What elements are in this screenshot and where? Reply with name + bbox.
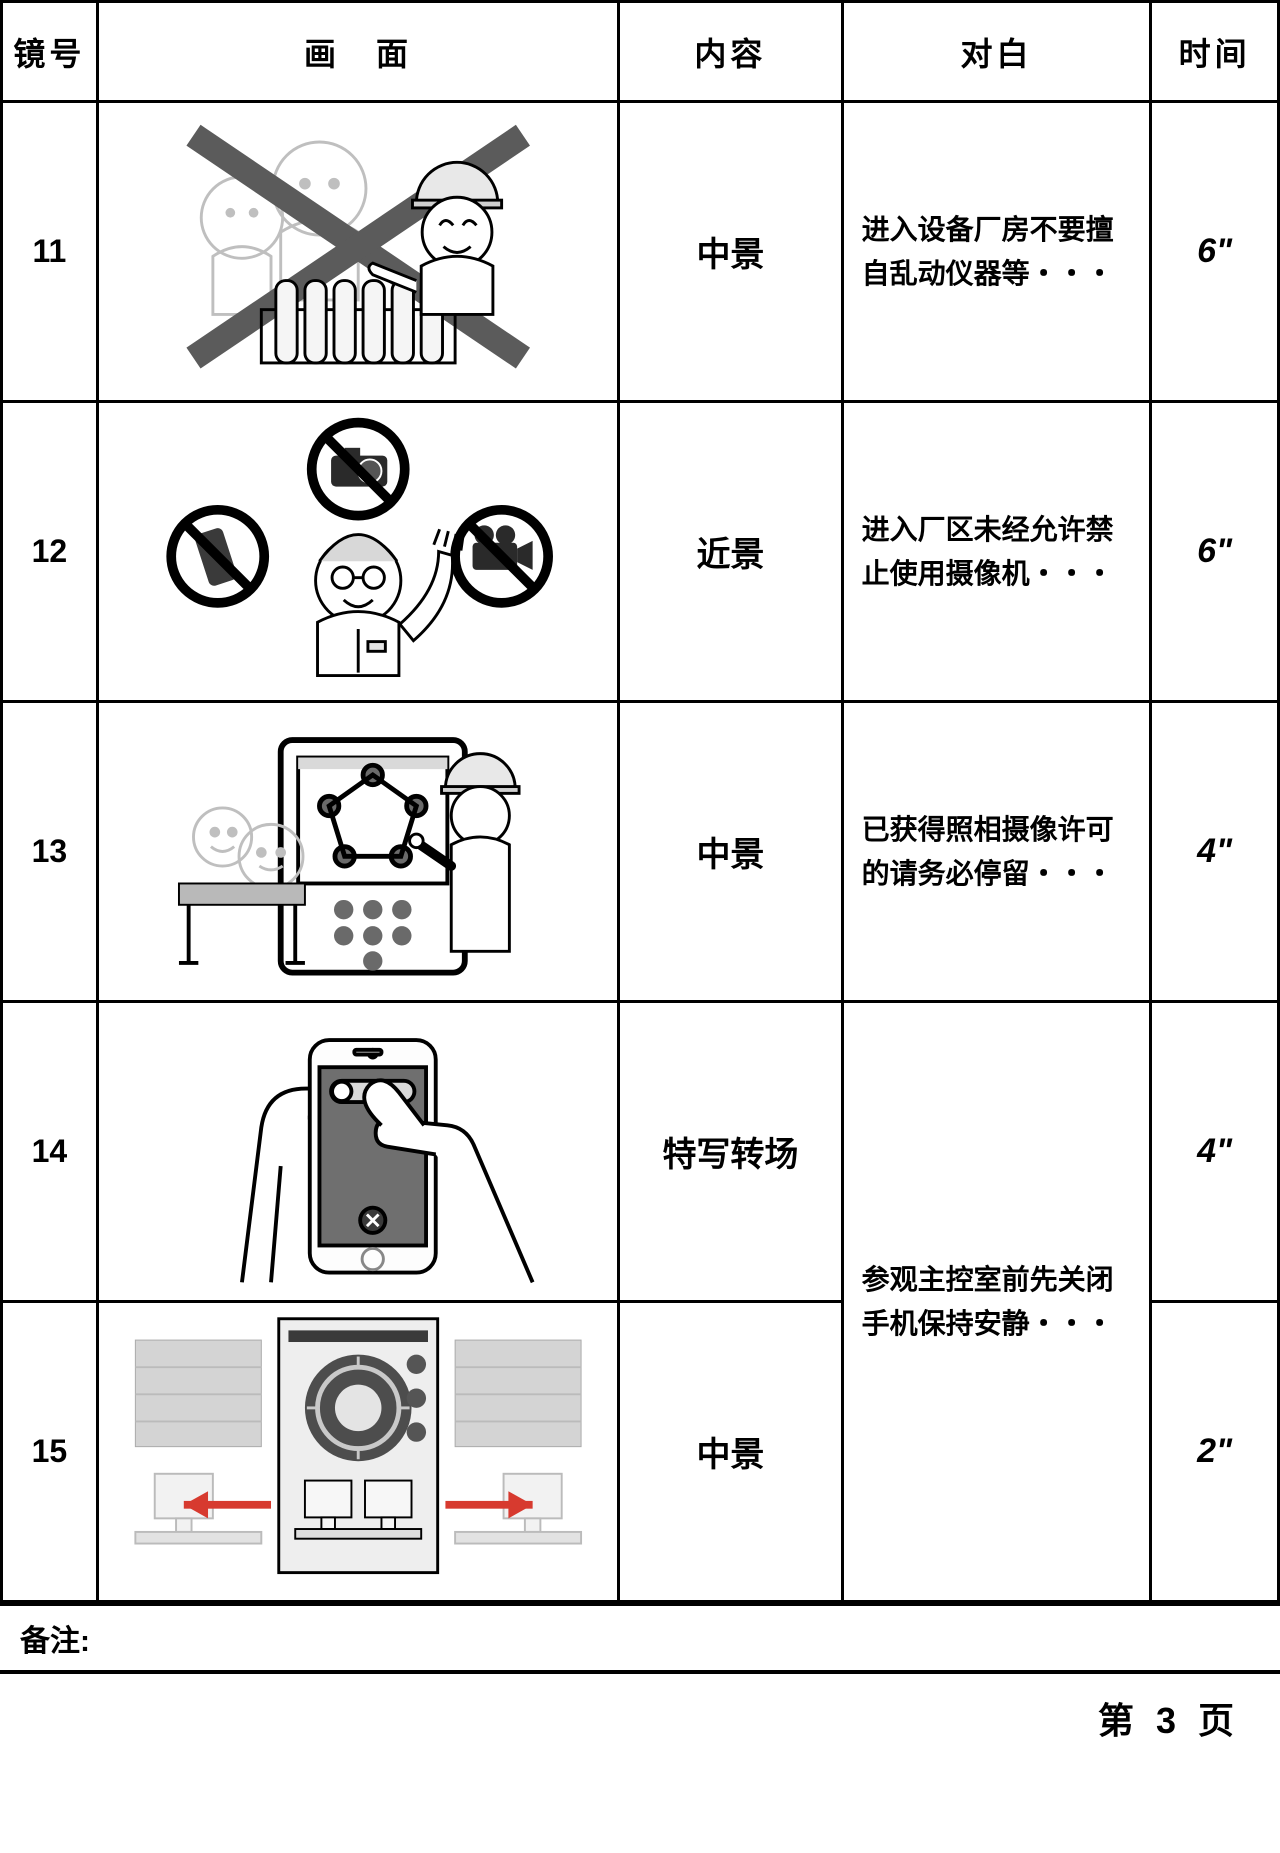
time-text: 4" <box>1151 1002 1279 1302</box>
page-number: 第 3 页 <box>0 1674 1280 1774</box>
header-frame: 画 面 <box>97 2 618 102</box>
page-num: 3 <box>1156 1700 1182 1741</box>
dialog-text: 参观主控室前先关闭手机保持安静・・・ <box>842 1002 1151 1602</box>
time-text: 2" <box>1151 1302 1279 1602</box>
table-row: 13 <box>2 702 1279 1002</box>
storyboard-frame-11 <box>107 111 609 392</box>
frame-cell <box>97 1302 618 1602</box>
table-row: 12 <box>2 402 1279 702</box>
header-shot: 镜号 <box>2 2 98 102</box>
shot-number: 11 <box>2 102 98 402</box>
time-text: 6" <box>1151 402 1279 702</box>
content-text: 近景 <box>619 402 842 702</box>
storyboard-frame-13 <box>107 711 609 992</box>
dialog-text: 已获得照相摄像许可的请务必停留・・・ <box>842 702 1151 1002</box>
storyboard-frame-12 <box>107 411 609 692</box>
time-text: 6" <box>1151 102 1279 402</box>
storyboard-frame-15 <box>107 1311 609 1592</box>
page-prefix: 第 <box>1098 1700 1140 1741</box>
no-video-icon <box>455 510 548 603</box>
storyboard-table: 镜号 画 面 内容 对白 时间 11 <box>0 0 1280 1603</box>
storyboard-frame-14 <box>107 1011 609 1292</box>
frame-cell <box>97 402 618 702</box>
header-time: 时间 <box>1151 2 1279 102</box>
content-text: 中景 <box>619 1302 842 1602</box>
header-row: 镜号 画 面 内容 对白 时间 <box>2 2 1279 102</box>
header-content: 内容 <box>619 2 842 102</box>
shot-number: 13 <box>2 702 98 1002</box>
shot-number: 14 <box>2 1002 98 1302</box>
no-camera-icon <box>311 423 404 516</box>
dialog-text: 进入设备厂房不要擅自乱动仪器等・・・ <box>842 102 1151 402</box>
table-row: 11 <box>2 102 1279 402</box>
shot-number: 15 <box>2 1302 98 1602</box>
shot-number: 12 <box>2 402 98 702</box>
frame-cell <box>97 702 618 1002</box>
frame-cell <box>97 1002 618 1302</box>
frame-cell <box>97 102 618 402</box>
no-phone-icon <box>171 510 264 603</box>
header-dialog: 对白 <box>842 2 1151 102</box>
dialog-text: 进入厂区未经允许禁止使用摄像机・・・ <box>842 402 1151 702</box>
content-text: 中景 <box>619 702 842 1002</box>
time-text: 4" <box>1151 702 1279 1002</box>
content-text: 特写转场 <box>619 1002 842 1302</box>
page-suffix: 页 <box>1198 1700 1240 1741</box>
table-row: 14 <box>2 1002 1279 1302</box>
content-text: 中景 <box>619 102 842 402</box>
remarks-label: 备注: <box>0 1603 1280 1674</box>
